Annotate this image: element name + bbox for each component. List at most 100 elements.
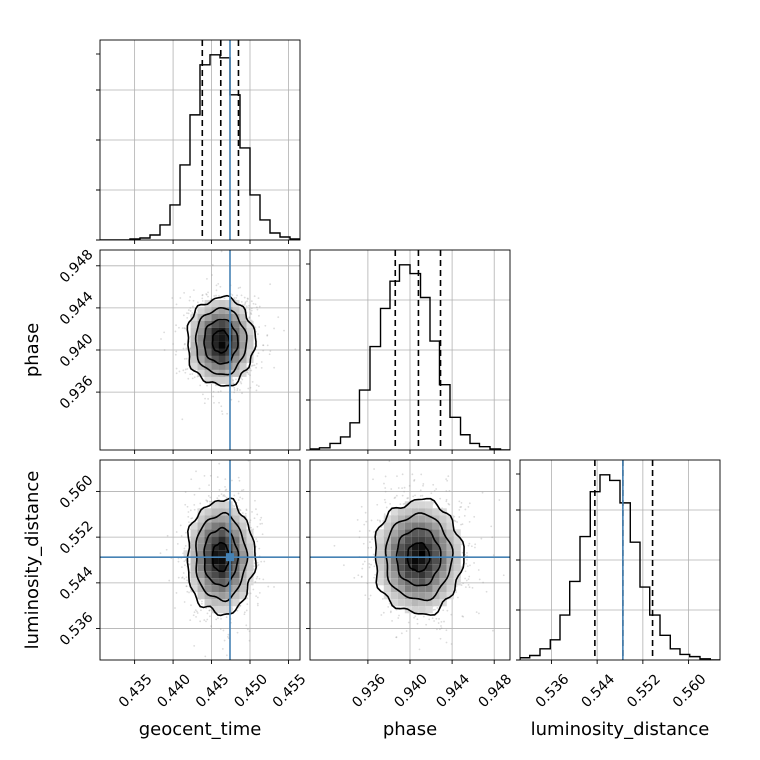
sample-point xyxy=(468,502,471,505)
density-bin xyxy=(190,334,198,342)
density-bin xyxy=(197,306,205,314)
sample-point xyxy=(237,287,240,289)
density-bin xyxy=(211,320,219,328)
sample-point xyxy=(199,384,202,387)
sample-point xyxy=(397,617,400,619)
density-bin xyxy=(218,550,226,558)
density-bin xyxy=(232,599,240,607)
sample-point xyxy=(201,294,204,297)
sample-point xyxy=(218,495,220,497)
density-bin xyxy=(197,369,205,377)
sample-point xyxy=(416,622,419,625)
sample-point xyxy=(454,520,457,523)
sample-point xyxy=(213,402,215,404)
density-bin xyxy=(211,501,219,509)
sample-point xyxy=(192,299,195,302)
sample-point xyxy=(473,546,476,549)
density-bin xyxy=(239,529,247,537)
density-bin xyxy=(190,313,198,321)
sample-point xyxy=(371,538,373,541)
sample-point xyxy=(191,312,194,314)
density-bin xyxy=(418,557,426,565)
sample-point xyxy=(195,615,197,618)
sample-point xyxy=(183,327,186,329)
sample-point xyxy=(233,391,236,394)
x-tick-label: 0.536 xyxy=(533,671,573,711)
density-bin xyxy=(411,571,419,579)
x-tick-label: 0.544 xyxy=(578,671,618,711)
sample-point xyxy=(239,509,242,512)
sample-point xyxy=(255,538,258,540)
sample-point xyxy=(464,577,467,580)
density-bin xyxy=(211,557,219,565)
sample-point xyxy=(175,350,178,353)
sample-point xyxy=(185,531,187,534)
sample-point xyxy=(368,529,371,532)
density-bin xyxy=(397,543,405,551)
sample-point xyxy=(261,522,263,525)
sample-point xyxy=(182,369,185,372)
sample-point xyxy=(401,487,404,490)
sample-point xyxy=(403,490,406,493)
sample-point xyxy=(356,519,359,521)
sample-point xyxy=(175,324,177,327)
sample-point xyxy=(250,309,253,312)
sample-point xyxy=(216,476,219,478)
y-tick-label: 0.944 xyxy=(57,289,97,329)
sample-point xyxy=(258,314,260,317)
density-bin xyxy=(204,529,212,537)
sample-point xyxy=(384,475,387,478)
sample-point xyxy=(194,609,197,612)
sample-point xyxy=(237,476,240,479)
density-bin xyxy=(439,536,447,544)
sample-point xyxy=(407,497,410,499)
sample-point xyxy=(418,637,421,640)
sample-point xyxy=(445,500,448,503)
sample-point xyxy=(239,604,242,607)
sample-point xyxy=(216,497,219,500)
sample-point xyxy=(273,366,276,369)
sample-point xyxy=(419,494,422,497)
sample-point xyxy=(259,518,262,521)
sample-point xyxy=(190,517,193,520)
sample-point xyxy=(203,619,206,621)
sample-point xyxy=(215,294,217,297)
sample-point xyxy=(250,300,253,303)
sample-point xyxy=(183,358,186,360)
panel-phase-hist xyxy=(305,249,511,454)
density-bin xyxy=(246,571,254,579)
sample-point xyxy=(384,501,387,504)
sample-point xyxy=(389,502,391,505)
sample-point xyxy=(436,628,438,631)
density-bin xyxy=(204,376,212,384)
x-ticks xyxy=(134,240,289,244)
sample-point xyxy=(208,484,210,487)
sample-point xyxy=(474,543,477,546)
sample-point xyxy=(248,308,251,311)
sample-point xyxy=(357,574,360,577)
sample-point xyxy=(413,478,416,481)
sample-point xyxy=(184,544,187,547)
sample-point xyxy=(480,537,483,540)
density-bin xyxy=(190,571,198,579)
sample-point xyxy=(188,591,190,594)
density-bin xyxy=(239,341,247,349)
density-bin xyxy=(190,557,198,565)
sample-point xyxy=(163,349,166,351)
sample-point xyxy=(210,297,213,300)
sample-point xyxy=(464,570,467,573)
density-bin xyxy=(376,529,384,537)
density-bin xyxy=(204,592,212,600)
sample-point xyxy=(259,523,262,525)
sample-point xyxy=(189,347,191,350)
density-bin xyxy=(439,557,447,565)
sample-point xyxy=(384,490,387,493)
density-bin xyxy=(218,536,226,544)
sample-point xyxy=(203,402,206,405)
sample-point xyxy=(250,526,252,529)
sample-point xyxy=(244,512,247,515)
sample-point xyxy=(471,586,474,589)
density-bin xyxy=(432,515,440,523)
density-bin xyxy=(404,592,412,600)
